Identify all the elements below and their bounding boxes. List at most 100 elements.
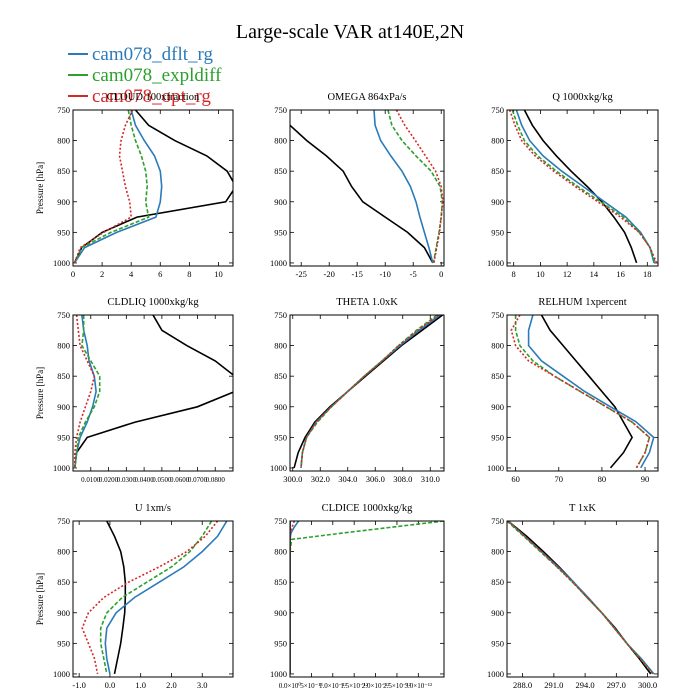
y-tick-label: 750 [57, 105, 70, 115]
y-tick-label: 900 [57, 608, 70, 618]
y-tick-label: 850 [274, 166, 287, 176]
panel-8: CLDICE 1000xkg/kg 750 800 850 900 950 1000 0.0×… [270, 503, 445, 690]
y-tick-label: 950 [57, 227, 70, 237]
series-line-1 [73, 110, 233, 264]
y-tick-label: 1000 [53, 258, 70, 268]
x-tick-label: 310.0 [421, 474, 440, 484]
x-tick-label: -15 [352, 269, 363, 279]
x-tick-label: 18 [643, 269, 652, 279]
panel-title: Q 1000xkg/kg [552, 92, 613, 103]
y-tick-label: 950 [274, 638, 287, 648]
panel-frame [506, 314, 659, 472]
y-tick-label: 950 [57, 432, 70, 442]
y-tick-label: 750 [274, 105, 287, 115]
x-tick-label: 300.0 [283, 474, 302, 484]
x-tick-label: -10 [380, 269, 391, 279]
y-tick-label: 750 [274, 310, 287, 320]
x-tick-label: 16 [616, 269, 625, 279]
series-line-2 [290, 521, 300, 674]
x-tick-label: 0.0200 [99, 476, 119, 484]
x-tick-label: 0.0×10⁰ [279, 682, 302, 690]
series-line-4 [73, 110, 134, 264]
panel-9: T 1xK 750 800 850 900 950 1000 288.0 291.0 294.0 2… [487, 503, 659, 690]
x-tick-label: 0.0700 [188, 476, 208, 484]
panel-frame [72, 109, 234, 267]
panel-2: OMEGA 864xPa/s 750 800 850 900 950 1000 -25 -20 -… [270, 92, 445, 279]
panel-title: CLOUD 100xfraction [107, 92, 200, 103]
x-tick-label: 8 [187, 269, 191, 279]
y-tick-label: 750 [57, 516, 70, 526]
series-line-1 [540, 315, 634, 469]
panel-frame [72, 520, 234, 678]
y-tick-label: 1000 [53, 669, 70, 679]
y-tick-label: 750 [491, 105, 504, 115]
y-tick-label: 1000 [270, 463, 287, 473]
y-tick-label: 800 [57, 341, 70, 351]
x-tick-label: 0 [71, 269, 75, 279]
series-line-2 [373, 110, 434, 264]
series-line-3 [99, 521, 213, 675]
y-tick-label: 750 [491, 516, 504, 526]
x-tick-label: -20 [324, 269, 335, 279]
x-tick-label: 5×10⁻¹³ [300, 682, 322, 690]
x-tick-label: 0.0400 [134, 476, 154, 484]
y-tick-label: 850 [274, 577, 287, 587]
y-tick-label: 800 [491, 547, 504, 557]
x-tick-label: 14 [590, 269, 599, 279]
y-tick-label: 1000 [487, 258, 504, 268]
y-tick-label: 800 [274, 341, 287, 351]
y-tick-label: 1000 [487, 463, 504, 473]
x-tick-label: 302.0 [311, 474, 330, 484]
y-tick-label: 900 [57, 197, 70, 207]
y-tick-label: 800 [491, 136, 504, 146]
x-tick-label: 2 [100, 269, 104, 279]
panel-title: CLDLIQ 1000xkg/kg [107, 297, 199, 308]
y-tick-label: 950 [491, 432, 504, 442]
x-tick-label: 70 [555, 474, 564, 484]
x-tick-label: 1.5×10⁻¹² [340, 682, 368, 690]
series-line-3 [514, 315, 651, 469]
y-tick-label: 850 [491, 371, 504, 381]
series-line-1 [523, 110, 638, 264]
series-line-4 [74, 315, 96, 468]
x-tick-label: 304.0 [338, 474, 357, 484]
legend-label-3: cam078_opt_rg [92, 86, 211, 107]
x-tick-label: 10 [536, 269, 545, 279]
x-tick-label: 1.0 [135, 680, 146, 690]
y-tick-label: 750 [57, 310, 70, 320]
panel-title: RELHUM 1xpercent [538, 297, 626, 308]
series-line-2 [300, 315, 441, 468]
y-tick-label: 1000 [53, 463, 70, 473]
series-line-3 [73, 110, 150, 264]
x-tick-label: 300.0 [638, 680, 657, 690]
series-line-3 [290, 521, 444, 674]
series-line-1 [507, 521, 652, 675]
panel-title: T 1xK [569, 503, 596, 514]
series-line-4 [510, 315, 651, 469]
series-line-2 [104, 521, 228, 675]
y-tick-label: 950 [274, 227, 287, 237]
x-tick-label: 2.0 [166, 680, 177, 690]
panel-7: U 1xm/s Pressure [hPa] 750 800 850 900 950 1000… [35, 503, 234, 690]
x-tick-label: 3.0 [197, 680, 208, 690]
y-tick-label: 800 [274, 547, 287, 557]
series-line-4 [395, 110, 444, 264]
series-line-4 [508, 110, 658, 264]
panel-frame [289, 520, 445, 678]
series-line-3 [300, 315, 438, 468]
x-tick-label: 308.0 [393, 474, 412, 484]
x-tick-label: 12 [563, 269, 572, 279]
figure-title: Large-scale VAR at140E,2N [236, 21, 464, 43]
legend: cam078_dflt_rgcam078_expldiffcam078_opt_… [68, 44, 222, 107]
panel-6: RELHUM 1xpercent 750 800 850 900 950 1000 60 70 8… [487, 297, 659, 484]
x-tick-label: 8 [512, 269, 516, 279]
series-line-4 [507, 521, 654, 675]
x-tick-label: 297.0 [607, 680, 626, 690]
x-tick-label: 60 [511, 474, 520, 484]
series-line-1 [74, 315, 233, 468]
panel-frame [289, 314, 445, 472]
panel-title: CLDICE 1000xkg/kg [322, 503, 413, 514]
panel-frame [506, 109, 659, 267]
y-tick-label: 750 [274, 516, 287, 526]
panel-frame [506, 520, 659, 678]
